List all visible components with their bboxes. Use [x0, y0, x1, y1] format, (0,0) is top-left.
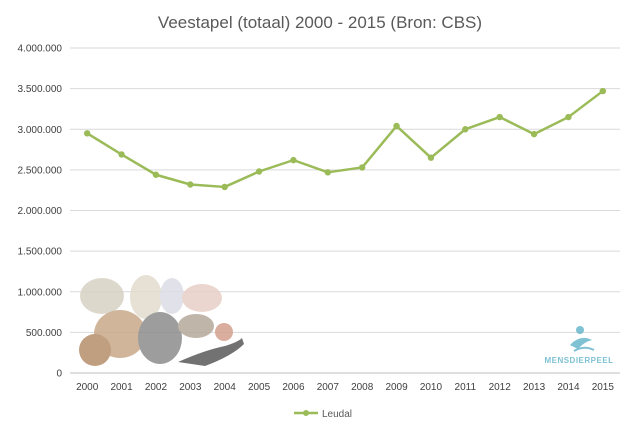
- x-tick-label: 2011: [455, 382, 477, 393]
- x-tick-label: 2004: [214, 382, 237, 393]
- mensdierpeel-logo: MENSDIERPEEL: [544, 326, 613, 365]
- animal-collage-image: [79, 275, 244, 366]
- data-point: [565, 113, 572, 121]
- data-point: [358, 164, 366, 171]
- data-point: [530, 130, 538, 138]
- data-point: [599, 87, 607, 95]
- x-tick-label: 2000: [76, 382, 99, 393]
- y-tick-label: 0: [56, 369, 62, 380]
- data-point: [187, 181, 194, 188]
- data-point: [255, 168, 263, 175]
- data-point: [83, 130, 91, 137]
- y-tick-label: 3.500.000: [18, 84, 63, 95]
- x-tick-label: 2008: [351, 382, 374, 393]
- x-tick-label: 2005: [248, 382, 271, 393]
- x-tick-label: 2013: [523, 382, 546, 393]
- y-tick-label: 4.000.000: [18, 44, 63, 55]
- x-tick-label: 2015: [592, 382, 615, 393]
- x-tick-labels: 2000 2001 2002 2003 2004 2005 2006 2007 2008 2009…: [76, 382, 614, 393]
- y-tick-label: 2.000.000: [18, 206, 63, 217]
- x-tick-label: 2009: [385, 382, 408, 393]
- x-tick-label: 2003: [179, 382, 202, 393]
- x-tick-label: 2007: [317, 382, 340, 393]
- x-tick-label: 2014: [557, 382, 580, 393]
- chart-title: Veestapel (totaal) 2000 - 2015 (Bron: CB…: [158, 13, 482, 32]
- y-tick-label: 3.000.000: [18, 125, 63, 136]
- x-tick-label: 2010: [420, 382, 443, 393]
- series-leudal: [83, 87, 607, 191]
- legend: Leudal: [294, 409, 352, 420]
- data-point: [462, 126, 469, 133]
- x-tick-label: 2012: [489, 382, 512, 393]
- y-tick-label: 2.500.000: [18, 165, 63, 176]
- x-tick-label: 2001: [110, 382, 133, 393]
- legend-label: Leudal: [322, 409, 352, 420]
- legend-swatch-marker: [303, 410, 309, 416]
- y-tick-label: 1.000.000: [18, 287, 63, 298]
- data-point: [118, 151, 125, 158]
- data-point: [324, 169, 332, 176]
- data-point: [496, 113, 503, 121]
- x-tick-label: 2006: [282, 382, 305, 393]
- data-point: [427, 154, 435, 161]
- data-point: [393, 122, 400, 130]
- data-point: [221, 183, 228, 191]
- y-tick-label: 1.500.000: [18, 247, 63, 258]
- data-point: [290, 156, 297, 164]
- y-tick-labels: 0 500.000 1.000.000 1.500.000 2.000.000 2.500…: [18, 44, 63, 380]
- logo-text: MENSDIERPEEL: [544, 356, 613, 365]
- y-tick-label: 500.000: [26, 328, 63, 339]
- series-line: [86, 90, 604, 189]
- x-tick-label: 2002: [145, 382, 168, 393]
- data-point: [152, 171, 160, 178]
